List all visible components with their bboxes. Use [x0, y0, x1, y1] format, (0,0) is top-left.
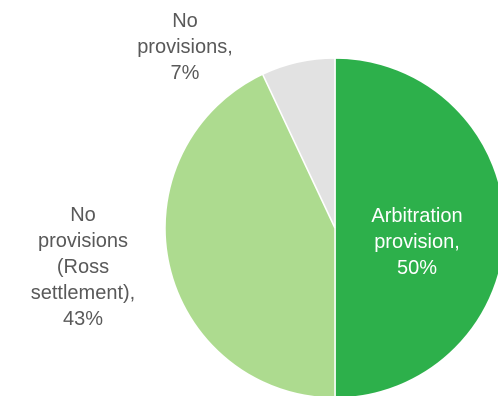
slice-ross-settlement	[164, 73, 336, 396]
slice-label-ross-settlement: No provisions (Ross settlement), 43%	[30, 204, 136, 330]
slice-label-arbitration: Arbitration provision, 50%	[371, 205, 463, 279]
slice-label-no-provisions: No provisions, 7%	[137, 10, 233, 84]
slice-no-provisions	[261, 57, 336, 229]
slice-arbitration	[334, 57, 498, 396]
